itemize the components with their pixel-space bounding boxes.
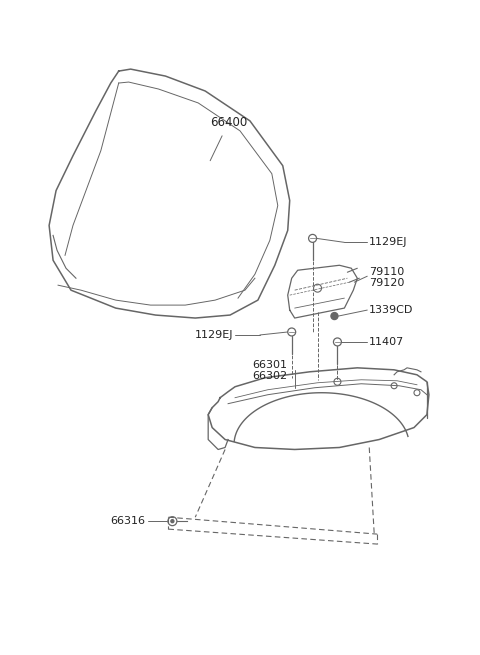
Text: 11407: 11407 [369, 337, 405, 347]
Text: 1129EJ: 1129EJ [369, 237, 408, 248]
Text: 79120: 79120 [369, 278, 405, 288]
Circle shape [331, 312, 338, 320]
Text: 66316: 66316 [110, 516, 145, 526]
Text: 66400: 66400 [210, 117, 247, 130]
Text: 66301: 66301 [252, 360, 287, 370]
Text: 66302: 66302 [252, 371, 287, 381]
Circle shape [171, 519, 174, 523]
Text: 1129EJ: 1129EJ [194, 330, 233, 340]
Text: 1339CD: 1339CD [369, 305, 414, 315]
Text: 79110: 79110 [369, 267, 405, 277]
